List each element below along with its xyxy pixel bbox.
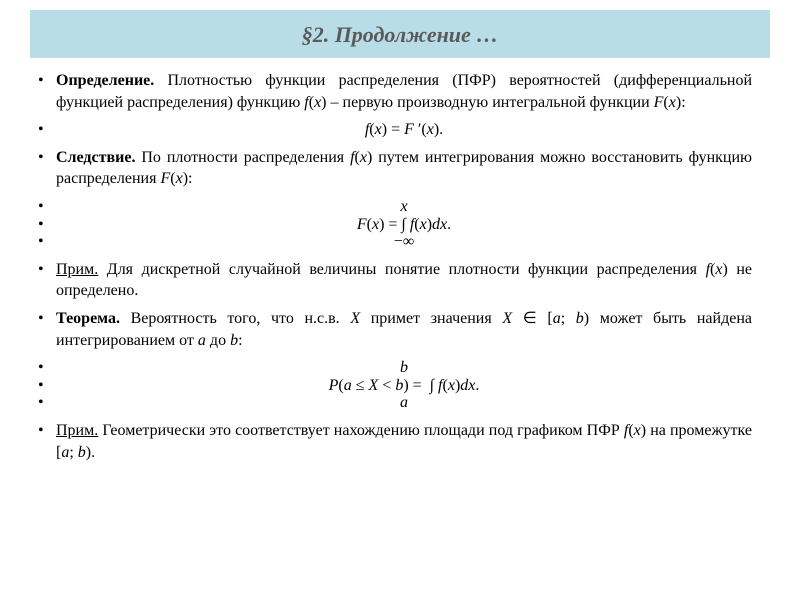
paragraph-definition: Определение. Плотностью функции распреде… xyxy=(56,70,752,113)
integral-lower-1: −∞ xyxy=(56,231,752,253)
integral-lower-2: a xyxy=(56,392,752,414)
equation-definition: f(x) = F ′(x). xyxy=(56,119,752,141)
paragraph-note-2: Прим. Геометрически это соответствует на… xyxy=(56,420,752,463)
slide-title: §2. Продолжение … xyxy=(302,22,499,47)
integral-lower-limit-2: a xyxy=(400,394,408,411)
paragraph-theorem: Теорема. Вероятность того, что н.с.в. X … xyxy=(56,308,752,351)
title-bar: §2. Продолжение … xyxy=(30,10,770,58)
slide-container: §2. Продолжение … Определение. Плотность… xyxy=(0,10,800,610)
paragraph-corollary: Следствие. По плотности распределения f(… xyxy=(56,147,752,190)
paragraph-note-1: Прим. Для дискретной случайной величины … xyxy=(56,259,752,302)
integral-upper-limit-1: x xyxy=(400,198,407,215)
integral-lower-limit-1: −∞ xyxy=(394,233,414,250)
integral-upper-limit-2: b xyxy=(400,359,408,376)
content-list: Определение. Плотностью функции распреде… xyxy=(0,70,800,463)
